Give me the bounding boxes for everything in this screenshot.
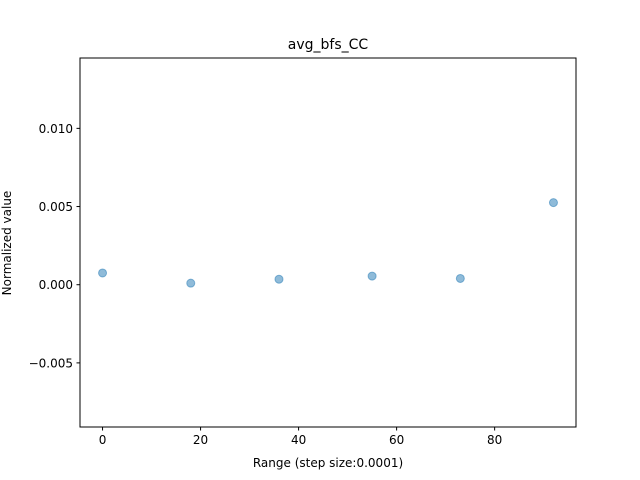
y-tick-label-1: 0.000 (39, 278, 73, 292)
y-axis-label: Normalized value (0, 191, 14, 296)
data-point-0 (98, 268, 108, 278)
y-tick-label-2: 0.005 (39, 200, 73, 214)
data-point-2 (274, 274, 284, 284)
data-points (98, 198, 558, 288)
data-point-5 (548, 198, 558, 208)
y-tick-label-3: 0.010 (39, 122, 73, 136)
x-axis-ticks: 0 20 40 60 80 (99, 427, 502, 447)
plot-frame (79, 57, 577, 428)
y-axis-ticks: −0.005 0.000 0.005 0.010 (29, 122, 80, 370)
data-point-3 (367, 271, 377, 281)
x-axis-label: Range (step size:0.0001) (253, 456, 403, 470)
x-tick-label-2: 40 (291, 433, 306, 447)
plot-area (79, 57, 577, 428)
y-tick-label-0: −0.005 (29, 356, 73, 370)
data-point-1 (186, 278, 196, 288)
x-tick-label-0: 0 (99, 433, 107, 447)
x-tick-label-1: 20 (193, 433, 208, 447)
data-point-4 (455, 273, 465, 283)
chart-title: avg_bfs_CC (288, 37, 369, 53)
x-tick-label-4: 80 (487, 433, 502, 447)
x-tick-label-3: 60 (389, 433, 404, 447)
